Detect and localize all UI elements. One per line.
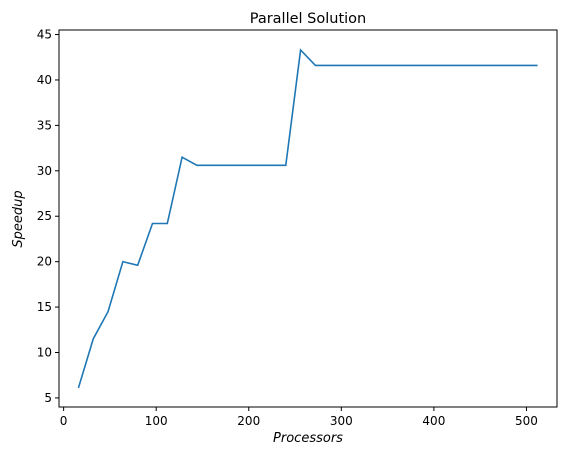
plot-area	[58, 29, 558, 408]
x-tick-label: 0	[60, 414, 68, 428]
plot-frame	[58, 29, 558, 408]
x-tick-label: 300	[330, 414, 353, 428]
speedup-series-line	[77, 48, 538, 389]
x-tick-label: 400	[422, 414, 445, 428]
y-tick-label: 45	[37, 28, 52, 42]
y-tick-label: 5	[44, 391, 52, 405]
x-axis: 0 100 200 300 400 500	[60, 407, 538, 428]
y-tick-label: 25	[37, 209, 52, 223]
y-tick-label: 10	[37, 345, 52, 359]
y-tick-label: 40	[37, 73, 52, 87]
chart-title: Parallel Solution	[250, 11, 367, 27]
y-tick-label: 35	[37, 118, 52, 132]
y-tick-label: 20	[37, 255, 52, 269]
x-axis-label: Processors	[273, 431, 343, 446]
x-tick-label: 200	[237, 414, 260, 428]
x-tick-label: 100	[145, 414, 168, 428]
x-tick-label: 500	[515, 414, 538, 428]
y-tick-label: 30	[37, 164, 52, 178]
y-tick-label: 15	[37, 300, 52, 314]
y-axis-label: Speedup	[11, 190, 26, 247]
y-axis: 5 10 15 20 25 30 35 40 45	[37, 28, 59, 405]
